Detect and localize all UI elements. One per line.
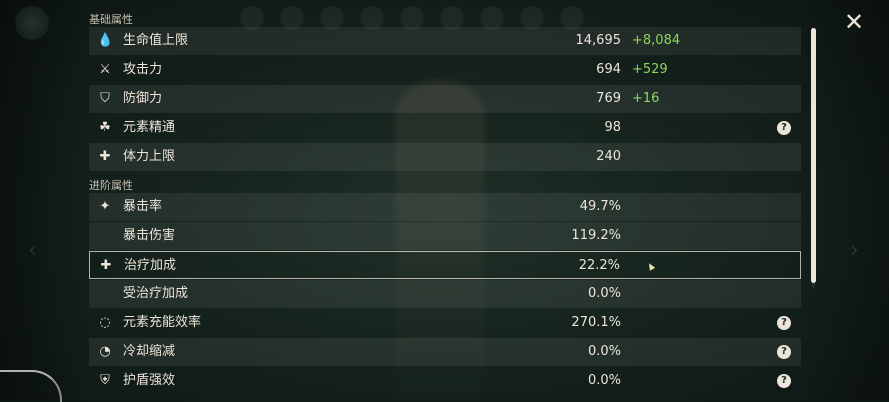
stat-value: 119.2% xyxy=(571,228,621,243)
shield-strength-icon: ⛨ xyxy=(100,373,110,388)
stat-label: 体力上限 xyxy=(123,149,176,164)
stat-label: 攻击力 xyxy=(123,62,163,77)
help-icon[interactable]: ? xyxy=(777,316,791,330)
prev-arrow-icon: ‹ xyxy=(28,238,37,263)
stat-value: 0.0% xyxy=(587,373,621,388)
stat-row[interactable]: 受治疗加成 0.0% xyxy=(89,280,801,308)
energy-recharge-icon: ◌ xyxy=(99,315,111,330)
stat-label: 暴击伤害 xyxy=(123,228,176,243)
stat-row[interactable]: ◔ 冷却缩减 0.0%? xyxy=(89,338,801,366)
background-avatar-strip xyxy=(240,6,600,34)
stat-value: 240 xyxy=(596,149,621,164)
stat-label: 元素充能效率 xyxy=(123,315,202,330)
stat-label: 生命值上限 xyxy=(123,33,189,48)
elemental-mastery-icon: ☘ xyxy=(99,120,111,135)
help-icon[interactable]: ? xyxy=(777,121,791,135)
stat-value: 0.0% xyxy=(587,344,621,359)
healing-cross-icon: ✚ xyxy=(100,258,112,273)
section-header-basic: 基础属性 xyxy=(89,13,133,26)
hp-drop-icon: 💧 xyxy=(97,33,114,48)
stat-row[interactable]: ✚ 体力上限 240 xyxy=(89,143,801,171)
section-header-advanced: 进阶属性 xyxy=(89,179,133,192)
stat-row[interactable]: 💧 生命值上限 14,695 +8,084 xyxy=(89,27,801,55)
help-icon[interactable]: ? xyxy=(777,345,791,359)
stat-label: 防御力 xyxy=(123,91,163,106)
stat-row[interactable]: ◌ 元素充能效率 270.1%? xyxy=(89,309,801,337)
help-icon[interactable]: ? xyxy=(777,374,791,388)
shield-icon: ⛉ xyxy=(100,91,110,106)
stat-bonus: +8,084 xyxy=(632,33,681,48)
stat-bonus: +529 xyxy=(632,62,668,77)
stat-value: 0.0% xyxy=(587,286,621,301)
stat-label: 暴击率 xyxy=(123,199,163,214)
element-emblem-icon xyxy=(15,6,49,40)
close-button[interactable]: ✕ xyxy=(843,8,865,36)
stat-row[interactable]: ☘ 元素精通 98? xyxy=(89,114,801,142)
stat-value: 22.2% xyxy=(578,258,620,273)
stamina-icon: ✚ xyxy=(99,149,111,164)
stat-label: 元素精通 xyxy=(123,120,176,135)
stat-row[interactable]: 暴击伤害 119.2% xyxy=(89,222,801,250)
background-character-silhouette xyxy=(395,80,485,400)
cooldown-icon: ◔ xyxy=(99,344,111,359)
crit-rate-icon: ✦ xyxy=(99,199,111,214)
sword-icon: ⚔ xyxy=(99,62,111,77)
stat-row[interactable]: ✚ 治疗加成 22.2% xyxy=(89,251,801,279)
stat-value: 49.7% xyxy=(579,199,621,214)
stat-row[interactable]: ⛨ 护盾强效 0.0%? xyxy=(89,367,801,395)
stat-label: 护盾强效 xyxy=(123,373,176,388)
next-arrow-icon: › xyxy=(850,238,859,263)
stat-label: 冷却缩减 xyxy=(123,344,176,359)
stat-row[interactable]: ⛉ 防御力 769 +16 xyxy=(89,85,801,113)
stat-value: 270.1% xyxy=(571,315,621,330)
stat-label: 治疗加成 xyxy=(124,258,177,273)
stat-row[interactable]: ✦ 暴击率 49.7% xyxy=(89,193,801,221)
stat-value: 694 xyxy=(596,62,621,77)
stat-row[interactable]: ⚔ 攻击力 694 +529 xyxy=(89,56,801,84)
stat-label: 受治疗加成 xyxy=(123,286,189,301)
scrollbar-thumb[interactable] xyxy=(811,28,816,283)
stat-value: 98 xyxy=(604,120,621,135)
background-left-shade xyxy=(0,0,88,400)
stat-bonus: +16 xyxy=(632,91,660,106)
stat-value: 14,695 xyxy=(575,33,622,48)
stat-value: 769 xyxy=(596,91,621,106)
